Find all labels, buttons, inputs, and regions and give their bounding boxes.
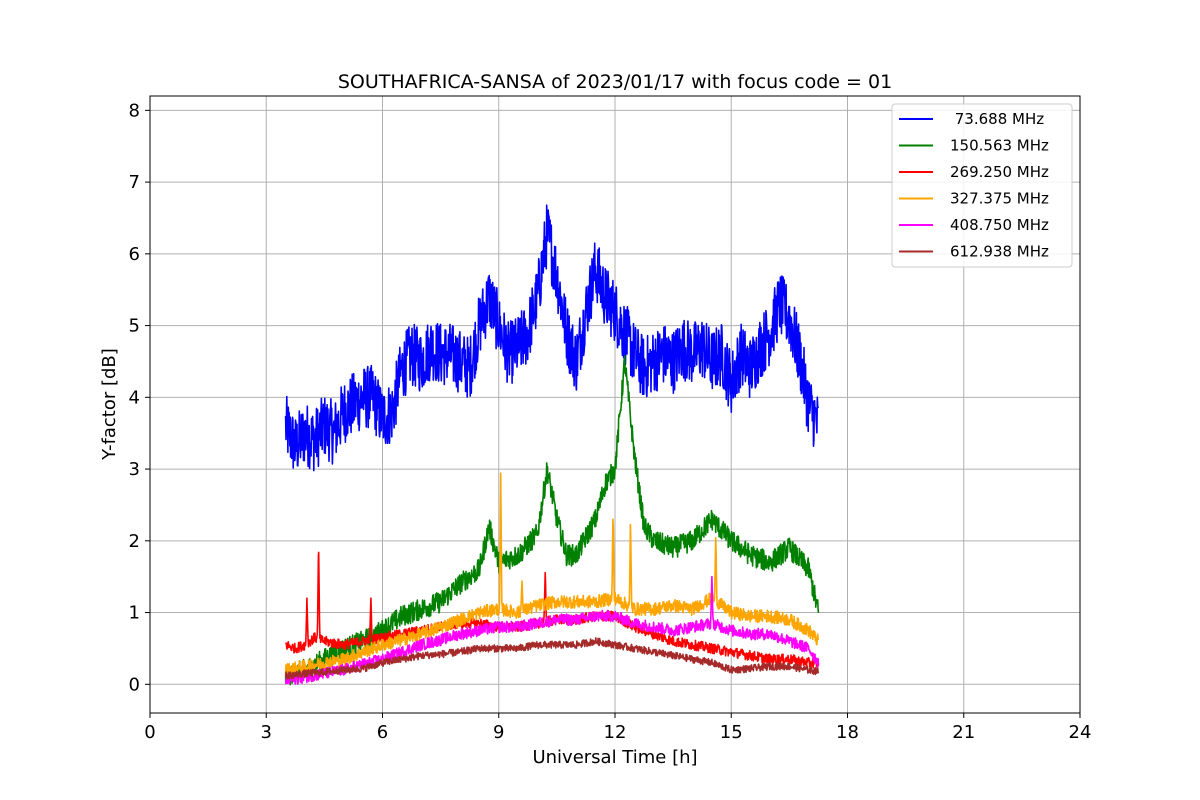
y-tick-label: 2 xyxy=(129,531,140,552)
legend-label: 327.375 MHz xyxy=(950,190,1049,208)
series-line-2 xyxy=(285,551,820,669)
x-axis-title: Universal Time [h] xyxy=(532,747,697,768)
y-tick-label: 6 xyxy=(129,244,140,265)
y-tick-label: 1 xyxy=(129,603,140,624)
legend-label: 269.250 MHz xyxy=(950,163,1049,181)
legend-box xyxy=(891,103,1073,268)
y-tick-label: 3 xyxy=(129,459,140,480)
y-tick-label: 7 xyxy=(129,172,140,193)
x-tick-label: 24 xyxy=(1069,722,1092,743)
legend-label: 150.563 MHz xyxy=(950,137,1049,155)
legend-label: 73.688 MHz xyxy=(950,110,1044,128)
x-tick-label: 15 xyxy=(720,722,743,743)
y-tick-label: 8 xyxy=(129,100,140,121)
x-tick-label: 18 xyxy=(836,722,859,743)
series-line-3 xyxy=(284,472,820,677)
chart-title: SOUTHAFRICA-SANSA of 2023/01/17 with foc… xyxy=(338,71,892,93)
y-axis-title: Y-factor [dB] xyxy=(99,348,120,461)
y-tick-label: 0 xyxy=(129,674,140,695)
x-tick-label: 3 xyxy=(261,722,272,743)
legend-label: 408.750 MHz xyxy=(950,216,1049,234)
series-line-4 xyxy=(284,575,820,685)
legend-label: 612.938 MHz xyxy=(950,243,1049,261)
x-tick-label: 12 xyxy=(604,722,627,743)
x-tick-label: 6 xyxy=(377,722,388,743)
series-lines xyxy=(284,204,820,686)
legend: 73.688 MHz 150.563 MHz 269.250 MHz 327.375 … xyxy=(891,103,1073,268)
x-tick-label: 9 xyxy=(493,722,504,743)
y-tick-label: 4 xyxy=(129,387,140,408)
y-tick-label: 5 xyxy=(129,316,140,337)
series-line-0 xyxy=(284,204,820,472)
series-line-5 xyxy=(284,637,820,680)
x-tick-label: 21 xyxy=(952,722,975,743)
x-tick-label: 0 xyxy=(144,722,155,743)
